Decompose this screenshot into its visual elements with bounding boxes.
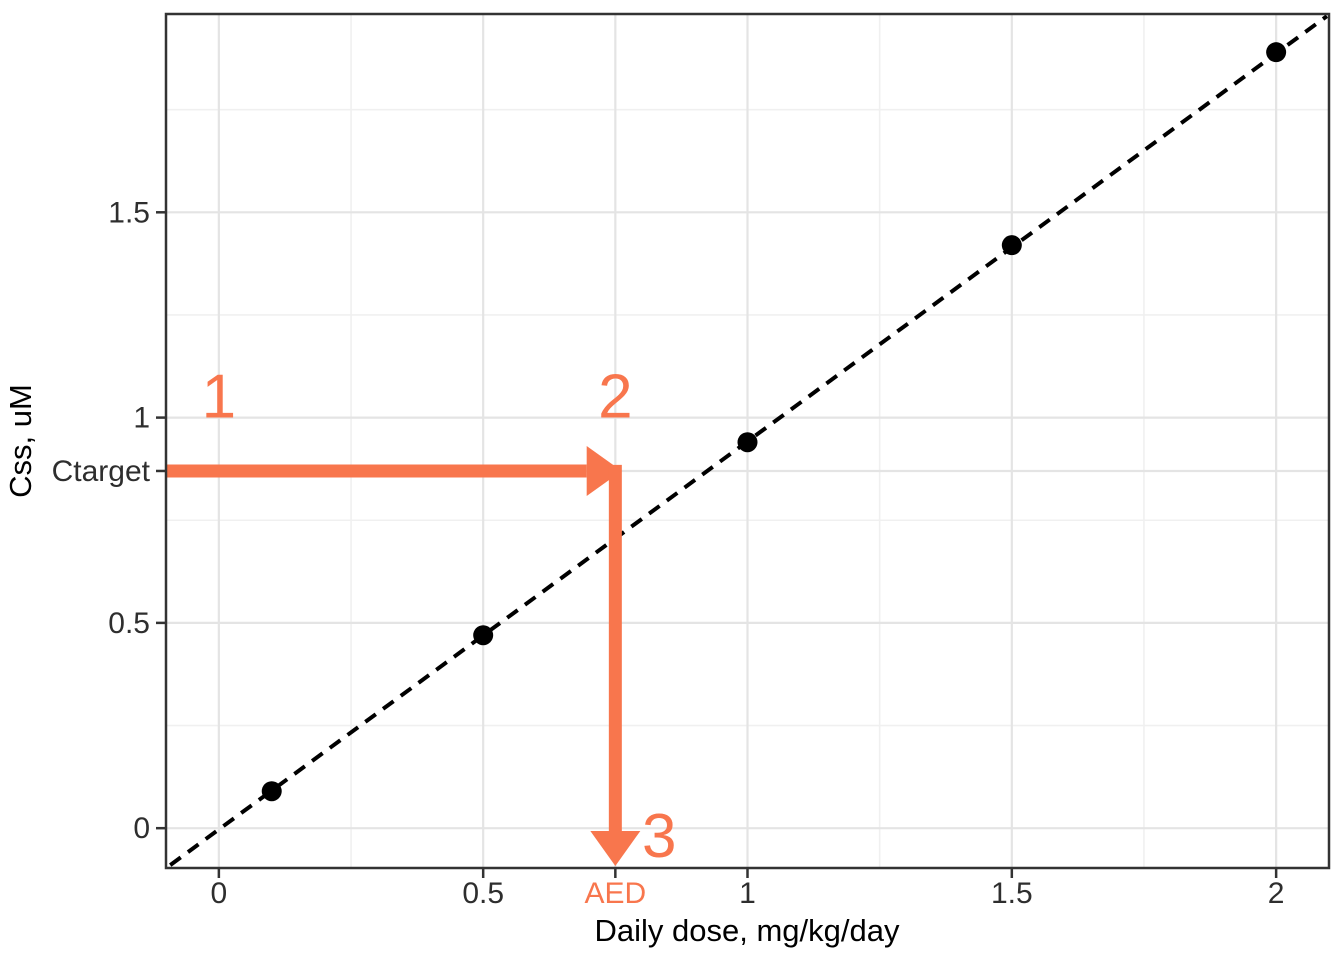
step-number-label: 2 — [598, 363, 632, 432]
x-tick-label: 1.5 — [991, 877, 1033, 910]
x-tick-label: AED — [584, 877, 646, 910]
step-arrow-head — [586, 445, 622, 496]
data-point — [1266, 42, 1287, 63]
y-tick-label: 1 — [133, 402, 150, 435]
x-tick-label: 0 — [211, 877, 228, 910]
step-number-label: 3 — [642, 802, 676, 871]
y-tick-label: 0.5 — [108, 607, 150, 640]
y-tick-label: 1.5 — [108, 196, 150, 229]
fit-line — [169, 14, 1329, 867]
data-point — [473, 625, 494, 646]
step-number-label: 1 — [202, 363, 236, 432]
x-tick-label: 1 — [739, 877, 756, 910]
y-tick-label: Ctarget — [52, 455, 151, 488]
plot-generated: 1 2 3 0 0.5 AED 1 1.5 2 0 0.5 Ctarget 1 1.5 — [52, 12, 1331, 910]
x-tick-label: 2 — [1268, 877, 1285, 910]
y-tick-label: 0 — [133, 812, 150, 845]
data-point — [1001, 235, 1022, 256]
y-axis-title: Css, uM — [3, 384, 38, 498]
x-axis-title: Daily dose, mg/kg/day — [595, 913, 900, 948]
x-tick-label: 0.5 — [462, 877, 504, 910]
data-point — [261, 781, 282, 802]
step-arrow-head — [590, 830, 641, 866]
data-point — [737, 432, 758, 453]
